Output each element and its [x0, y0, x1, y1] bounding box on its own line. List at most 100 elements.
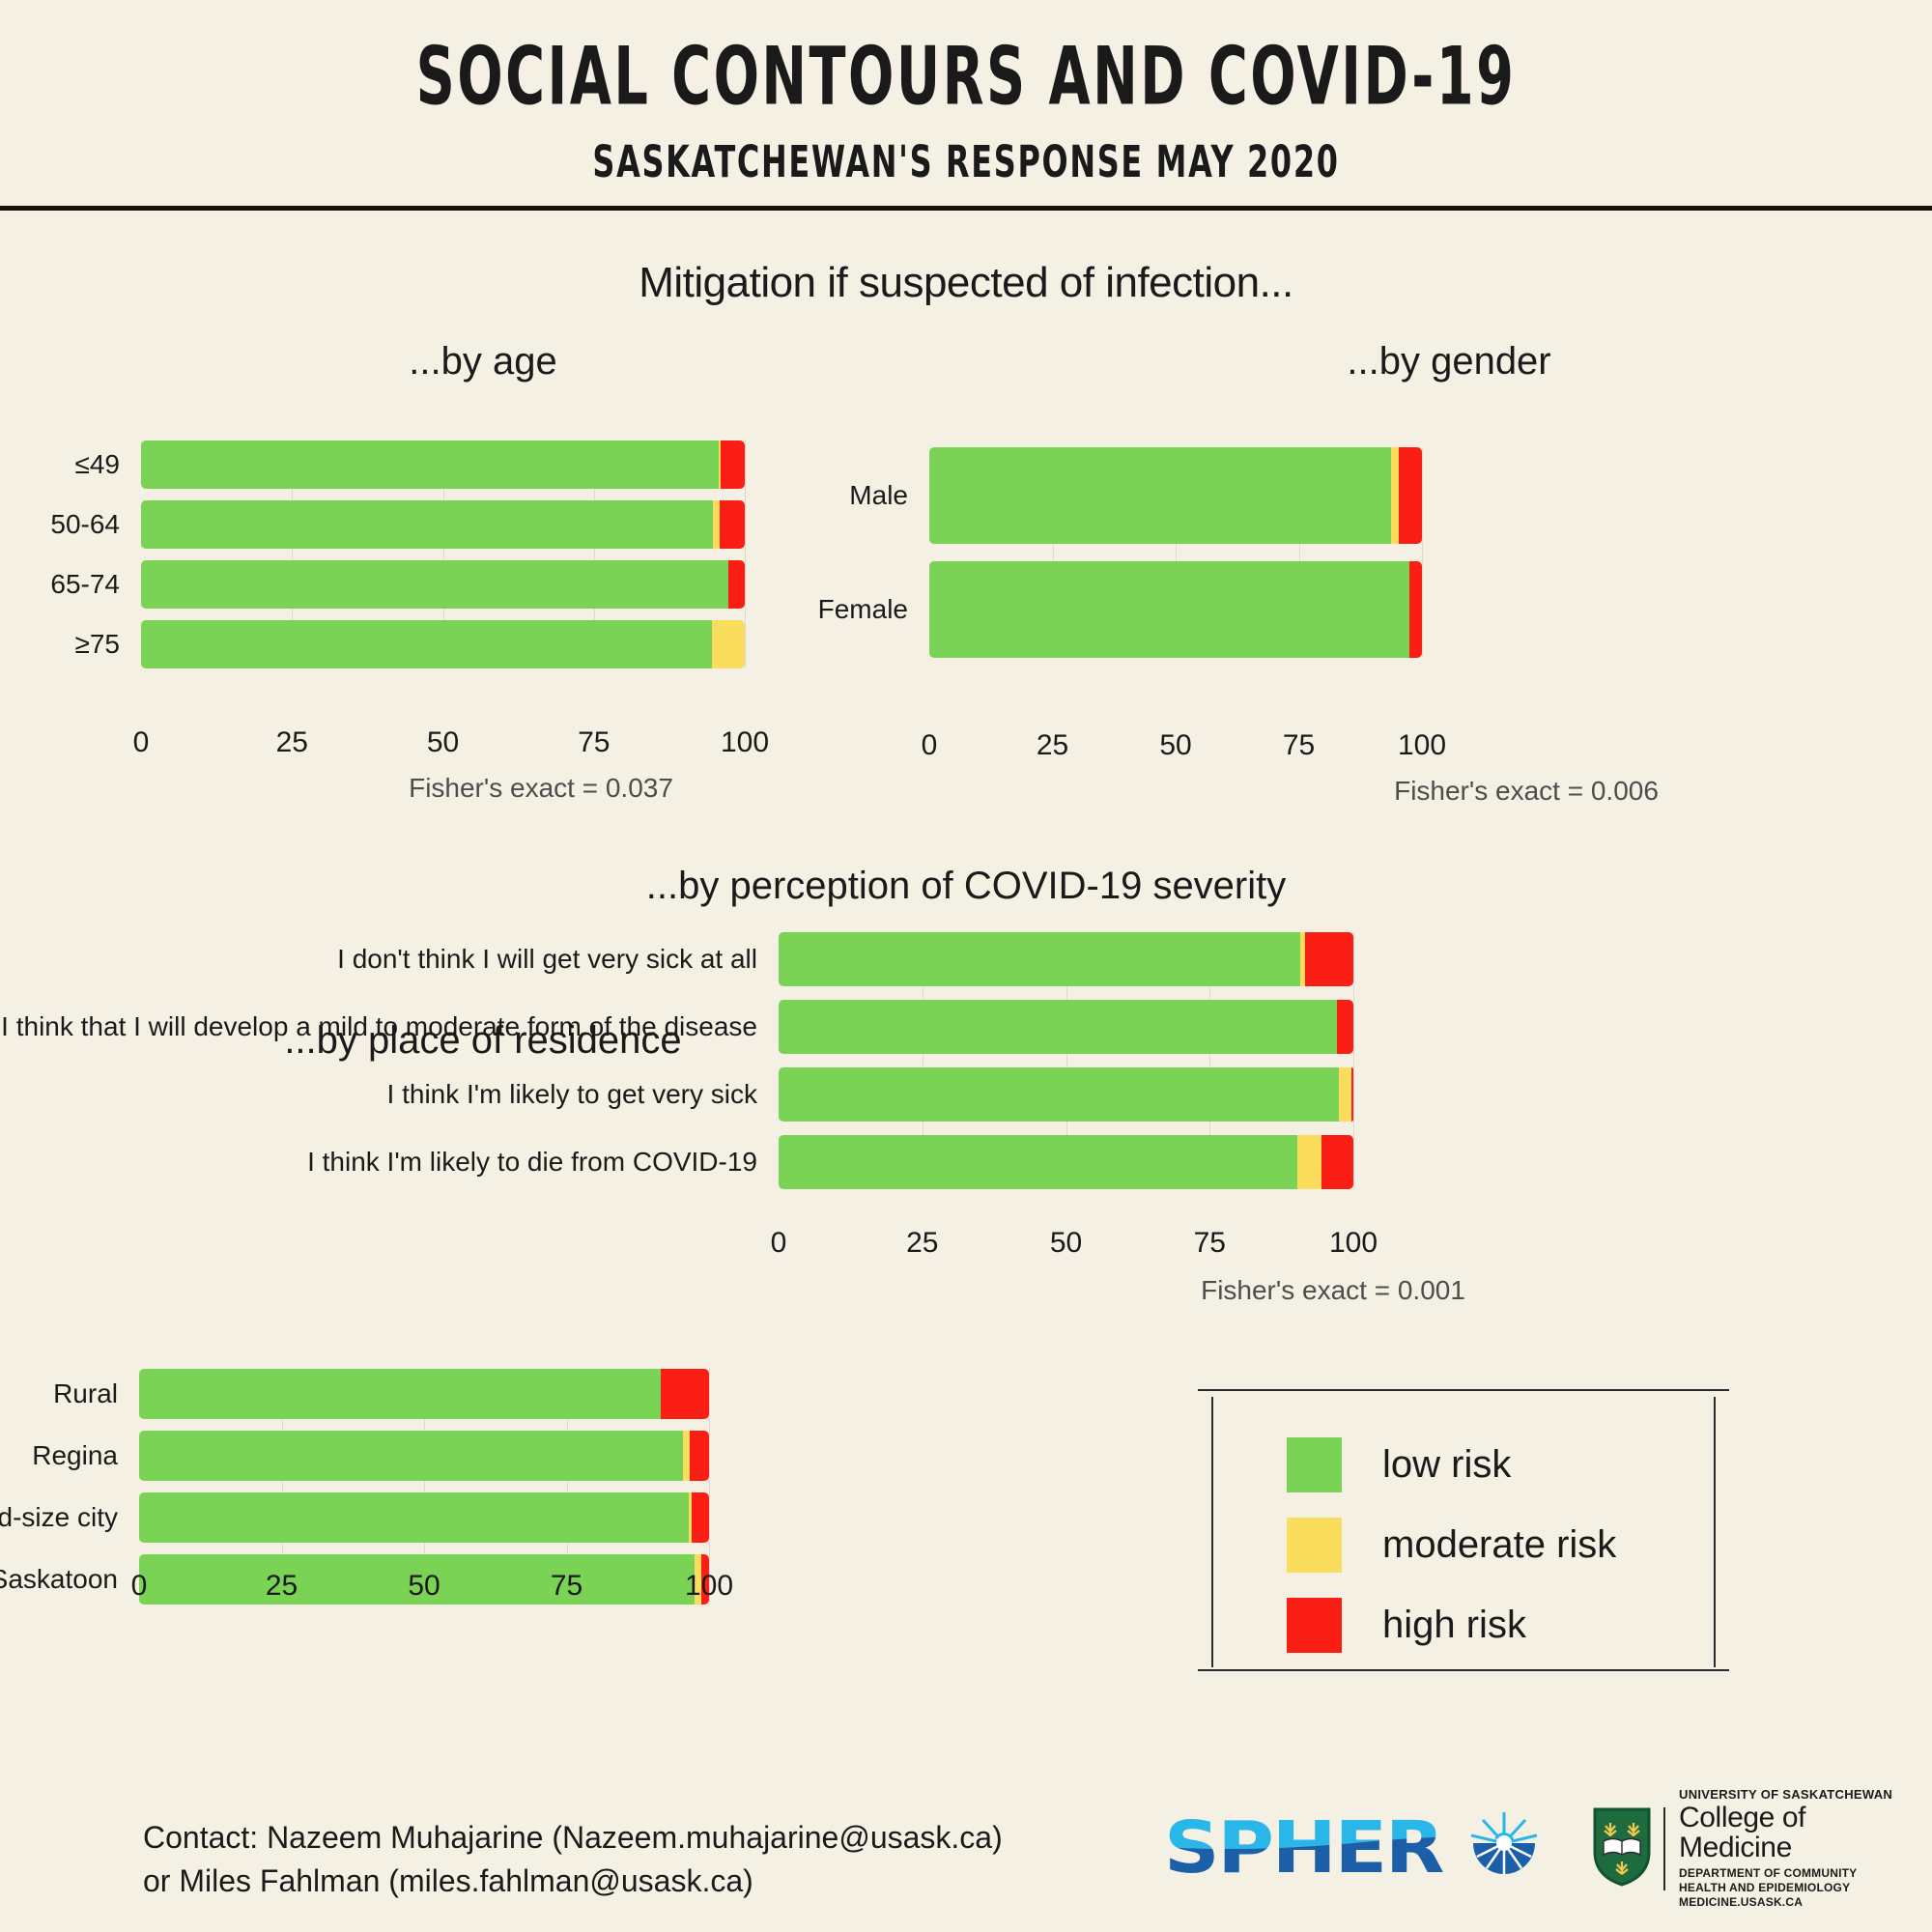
x-axis-tick-label: 75 — [578, 726, 611, 758]
bar-segment-moderate-risk — [689, 1492, 692, 1543]
usask-website-line: MEDICINE.USASK.CA — [1679, 1894, 1804, 1909]
bar-segment-high-risk — [1351, 1067, 1353, 1122]
x-axis-tick-label: 100 — [720, 726, 770, 758]
bar-segment-low-risk — [139, 1492, 690, 1543]
legend-label-moderate-risk: moderate risk — [1382, 1523, 1617, 1566]
usask-shield-icon — [1592, 1806, 1652, 1892]
chart-title-by-age: ...by age — [409, 340, 557, 383]
category-label: Saskatoon — [0, 1564, 118, 1594]
gridline — [745, 440, 746, 668]
plot-area-by-residence — [139, 1369, 710, 1605]
bar-segment-high-risk — [700, 1554, 709, 1605]
gridline — [566, 1369, 568, 1605]
bar-row — [141, 500, 745, 549]
category-label: ≤49 — [74, 449, 120, 479]
legend-swatch-moderate-risk — [1287, 1518, 1342, 1573]
usask-logo-text: UNIVERSITY OF SASKATCHEWAN College of Me… — [1679, 1788, 1920, 1910]
bar-row — [929, 561, 1422, 658]
bar-row — [929, 447, 1422, 544]
bar-segment-low-risk — [779, 1135, 1297, 1189]
page-header: SOCIAL CONTOURS AND COVID-19 SASKATCHEWA… — [0, 0, 1932, 211]
x-axis-tick-label: 50 — [1049, 1227, 1083, 1259]
x-axis-tick-label: 75 — [1193, 1227, 1226, 1259]
plot-area-by-age — [141, 440, 746, 668]
chart-title-by-gender: ...by gender — [1347, 340, 1551, 383]
gridline — [1176, 447, 1177, 658]
fisher-exact-annotation-by-gender: Fisher's exact = 0.006 — [1394, 776, 1659, 806]
bar-segment-low-risk — [139, 1554, 695, 1605]
bar-segment-moderate-risk — [1391, 447, 1399, 544]
x-axis-tick-label: 100 — [684, 1570, 734, 1602]
bar-row — [139, 1431, 709, 1481]
legend-left-rule — [1211, 1397, 1213, 1667]
gridline — [424, 1369, 425, 1605]
usask-department-line-2: HEALTH AND EPIDEMIOLOGY — [1679, 1880, 1851, 1894]
bar-segment-high-risk — [1408, 561, 1422, 658]
bar-segment-high-risk — [721, 440, 745, 489]
category-label: I think that I will develop a mild to mo… — [1, 1011, 757, 1041]
category-label: Regina — [32, 1440, 118, 1470]
bar-row — [141, 560, 745, 609]
usask-department-line-1: DEPARTMENT OF COMMUNITY — [1679, 1865, 1858, 1880]
bar-segment-low-risk — [141, 560, 728, 609]
gridline — [292, 440, 294, 668]
bar-segment-low-risk — [779, 1067, 1340, 1122]
gridline — [1065, 932, 1067, 1189]
contact-line-1: Contact: Nazeem Muhajarine (Nazeem.muhaj… — [143, 1820, 1003, 1855]
bar-row — [141, 620, 745, 668]
bar-row — [779, 1135, 1353, 1189]
bar-segment-moderate-risk — [711, 620, 745, 668]
bar-segment-moderate-risk — [682, 1431, 690, 1481]
bar-segment-moderate-risk — [1300, 932, 1305, 986]
x-axis-tick-label: 0 — [921, 729, 938, 761]
usask-university-line: UNIVERSITY OF SASKATCHEWAN — [1679, 1787, 1893, 1803]
x-axis-tick-label: 25 — [906, 1227, 939, 1259]
plot-area-by-gender — [929, 447, 1423, 658]
x-axis-tick-label: 0 — [770, 1227, 787, 1259]
bar-segment-low-risk — [779, 932, 1301, 986]
bar-segment-high-risk — [689, 1431, 709, 1481]
bar-segment-low-risk — [141, 620, 712, 668]
fisher-exact-annotation-by-severity: Fisher's exact = 0.001 — [1201, 1275, 1465, 1305]
usask-college-of-medicine-logo: UNIVERSITY OF SASKATCHEWAN College of Me… — [1592, 1788, 1920, 1909]
bar-segment-low-risk — [929, 561, 1409, 658]
page-subtitle: SASKATCHEWAN'S RESPONSE MAY 2020 — [592, 136, 1340, 187]
usask-college-line: College of Medicine — [1679, 1801, 1806, 1864]
category-label: ≥75 — [74, 629, 120, 659]
x-axis-tick-label: 100 — [1328, 1227, 1378, 1259]
bar-segment-low-risk — [779, 1000, 1337, 1054]
bar-segment-low-risk — [141, 500, 713, 549]
bar-segment-low-risk — [139, 1431, 683, 1481]
gridline — [1209, 932, 1211, 1189]
legend-item-high-risk: high risk — [1287, 1598, 1526, 1653]
x-axis-tick-label: 0 — [132, 726, 150, 758]
x-axis-tick-label: 75 — [550, 1570, 583, 1602]
category-label: Female — [817, 594, 908, 624]
chart-title-by-residence: ...by place of residence — [284, 1019, 682, 1062]
bar-row — [779, 1000, 1353, 1054]
bar-row — [141, 440, 745, 489]
bar-segment-low-risk — [929, 447, 1392, 544]
bar-segment-low-risk — [141, 440, 719, 489]
legend-item-moderate-risk: moderate risk — [1287, 1518, 1616, 1573]
bar-segment-high-risk — [1336, 1000, 1353, 1054]
category-label: 50-64 — [50, 509, 120, 539]
gridline — [442, 440, 444, 668]
x-axis-tick-label: 75 — [1282, 729, 1316, 761]
legend-top-rule — [1198, 1389, 1729, 1391]
gridline — [1422, 447, 1423, 658]
legend-swatch-low-risk — [1287, 1437, 1342, 1492]
bar-segment-high-risk — [719, 500, 745, 549]
usask-logo-divider — [1663, 1807, 1665, 1890]
category-label: I think I'm likely to die from COVID-19 — [307, 1147, 757, 1177]
x-axis-tick-label: 25 — [275, 726, 308, 758]
bar-row — [139, 1369, 709, 1419]
chart-title-by-severity: ...by perception of COVID-19 severity — [645, 865, 1287, 907]
category-label: 65-74 — [50, 569, 120, 599]
legend-label-low-risk: low risk — [1382, 1443, 1512, 1486]
bar-segment-moderate-risk — [712, 500, 720, 549]
main-heading: Mitigation if suspected of infection... — [639, 259, 1293, 306]
bar-row — [779, 932, 1353, 986]
bar-row — [139, 1554, 709, 1605]
bar-segment-moderate-risk — [1296, 1135, 1321, 1189]
